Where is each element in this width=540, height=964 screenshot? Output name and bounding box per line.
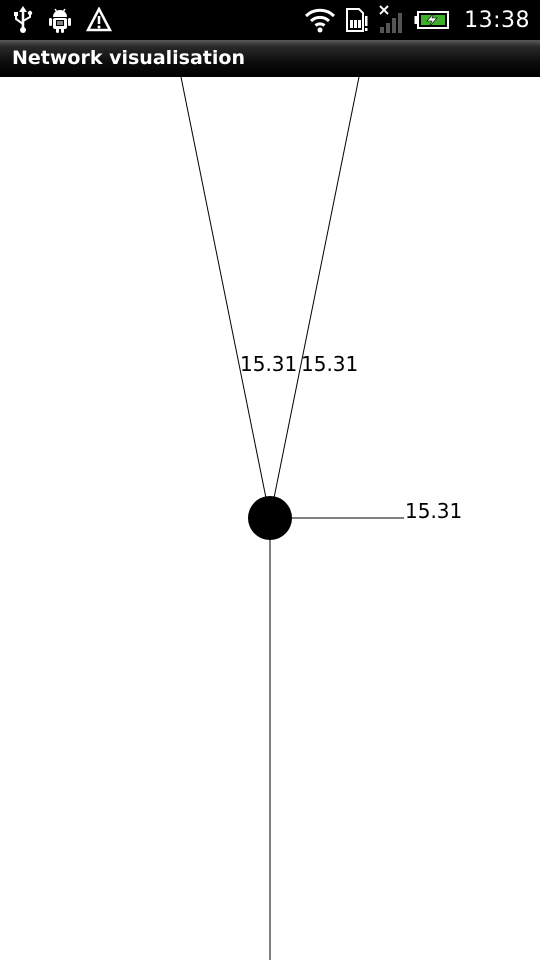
edge-upper-left — [180, 76, 267, 499]
network-graph: 15.31 15.31 15.31 — [180, 76, 462, 960]
edge-label-upper-left: 15.31 — [240, 352, 297, 376]
notification-icons — [12, 4, 112, 36]
network-canvas[interactable]: 15.31 15.31 15.31 — [0, 76, 540, 960]
system-icons: 13:38 — [304, 4, 530, 36]
edge-upper-right — [273, 76, 360, 499]
edge-label-right: 15.31 — [405, 499, 462, 523]
edge-label-upper-right: 15.31 — [301, 352, 358, 376]
warning-icon — [86, 7, 112, 33]
central-node[interactable] — [248, 496, 292, 540]
wifi-icon — [304, 7, 336, 33]
signal-icon — [378, 5, 406, 35]
usb-icon — [12, 6, 34, 34]
battery-charging-icon — [414, 9, 450, 31]
app-title-bar: Network visualisation — [0, 40, 540, 77]
sd-card-icon — [344, 6, 370, 34]
status-clock: 13:38 — [464, 7, 530, 33]
page-title: Network visualisation — [12, 47, 245, 69]
status-bar: 13:38 — [0, 0, 540, 40]
android-debug-icon — [48, 6, 72, 34]
